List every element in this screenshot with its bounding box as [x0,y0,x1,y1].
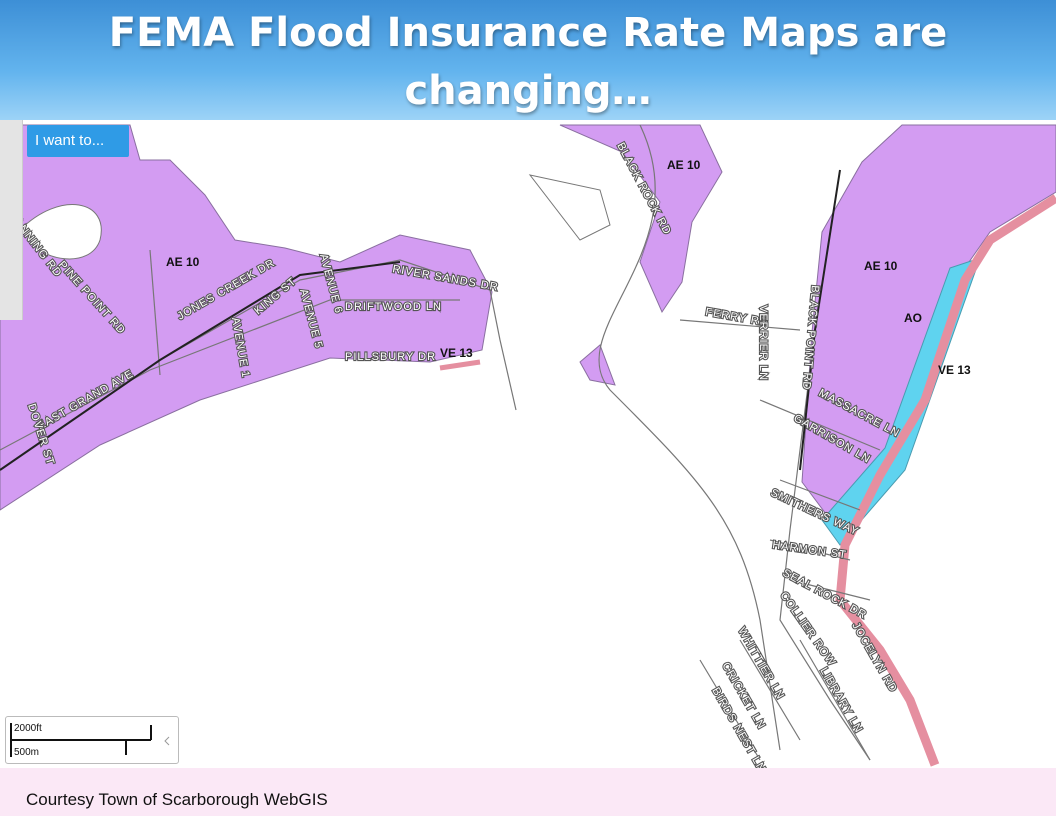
title-banner: FEMA Flood Insurance Rate Maps are chang… [0,0,1056,120]
street-label: VERRIER LN [757,305,769,381]
slide-title: FEMA Flood Insurance Rate Maps are chang… [108,10,948,114]
scale-imperial: 2000ft [14,723,42,734]
sand-bar [528,174,611,241]
flood-zone [579,344,616,386]
zone-label: VE 13 [938,363,971,377]
flood-map: AE 10 AE 10 AE 10 AO VE 13 VE 13 BLACK R… [0,120,1056,768]
ve-zone [835,194,1056,767]
river [19,204,102,260]
side-panel-toggle[interactable] [0,120,23,320]
zone-label: AE 10 [166,255,200,269]
ve-zone [439,359,481,371]
scale-lines [10,723,170,757]
flood-zone [0,124,493,511]
zone-label: VE 13 [440,346,473,360]
zone-label: AE 10 [864,259,898,273]
caption: Courtesy Town of Scarborough WebGIS [26,790,328,809]
scale-metric: 500m [14,747,40,758]
flood-zone [559,124,723,314]
street-label: DRIFTWOOD LN [345,301,442,313]
footer: Courtesy Town of Scarborough WebGIS [0,768,1056,816]
scale-bar: 2000ft 500m [5,716,179,764]
street-label: PILLSBURY DR [345,351,436,363]
zone-label: AO [904,311,922,325]
roads [0,124,881,761]
i-want-to-button[interactable]: I want to... [27,125,129,157]
zone-label: AE 10 [667,158,701,172]
main-roads [0,169,841,471]
